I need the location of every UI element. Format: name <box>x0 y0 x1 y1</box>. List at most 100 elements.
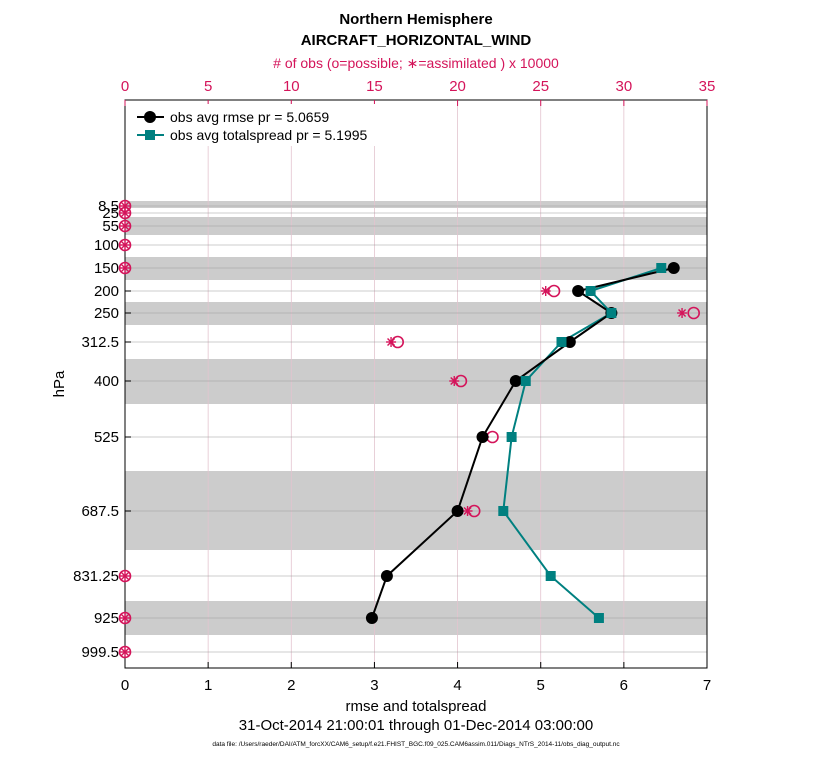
y-tick-label: 25 <box>102 205 119 222</box>
obs-assimilated-marker <box>449 376 460 386</box>
y-tick-label: 525 <box>94 429 119 446</box>
top-x-tick-label: 15 <box>366 78 383 95</box>
totalspread-point <box>506 432 517 442</box>
axes-box <box>124 99 708 669</box>
asterisk-stroke <box>120 647 130 657</box>
rmse-point <box>365 612 378 624</box>
obs-possible-marker <box>687 306 700 320</box>
asterisk-stroke <box>120 263 130 273</box>
top-x-tick-label: 20 <box>449 78 466 95</box>
x-axis-label: rmse and totalspread <box>346 698 487 715</box>
totalspread-point <box>556 337 567 347</box>
x-tick-label: 6 <box>620 677 628 694</box>
rmse-point <box>451 505 464 517</box>
legend: obs avg rmse pr = 5.0659 obs avg totalsp… <box>130 104 378 146</box>
totalspread-point <box>593 613 604 623</box>
y-tick-label: 150 <box>94 260 119 277</box>
totalspread-point <box>520 376 531 386</box>
obs-assimilated-marker <box>120 571 130 581</box>
asterisk-stroke <box>541 286 550 296</box>
top-x-tick-label: 30 <box>616 78 633 95</box>
obs-possible-marker <box>118 261 132 275</box>
y-tick-label: 312.5 <box>81 334 119 351</box>
rmse-point <box>572 285 585 297</box>
obs-assimilated-marker <box>462 506 473 516</box>
asterisk-stroke <box>120 240 130 250</box>
asterisk-stroke <box>120 201 130 211</box>
asterisk-stroke <box>450 376 459 386</box>
obs-assimilated-marker <box>120 208 130 218</box>
legend-spread-label: obs avg totalspread pr = 5.1995 <box>170 127 368 143</box>
obs-assimilated-marker <box>386 337 397 347</box>
x-tick-label: 2 <box>287 677 295 694</box>
level-band <box>125 201 707 208</box>
legend-rmse-marker <box>144 111 156 123</box>
totalspread-point <box>545 571 556 581</box>
asterisk-stroke <box>463 506 472 516</box>
x-tick-label: 1 <box>204 677 212 694</box>
rmse-point <box>667 262 680 274</box>
obs-assimilated-marker <box>677 308 688 318</box>
rmse-point <box>563 336 576 348</box>
rmse-point <box>476 431 489 443</box>
top-axis-label: # of obs (o=possible; ∗=assimilated ) x … <box>273 55 559 71</box>
rmse-point <box>380 570 393 582</box>
x-tick-label: 0 <box>121 677 129 694</box>
totalspread-point <box>585 286 596 296</box>
obs-assimilated-marker <box>120 221 130 231</box>
y-tick-label: 400 <box>94 373 119 390</box>
level-band <box>125 471 707 550</box>
date-range: 31-Oct-2014 21:00:01 through 01-Dec-2014… <box>239 717 593 734</box>
totalspread-point <box>606 308 617 318</box>
y-axis-label: hPa <box>51 370 68 397</box>
asterisk-stroke <box>120 208 130 218</box>
legend-rmse-label: obs avg rmse pr = 5.0659 <box>170 109 329 125</box>
obs-assimilated-marker <box>540 286 551 296</box>
y-tick-label: 8.5 <box>98 198 119 215</box>
asterisk-stroke <box>120 571 130 581</box>
totalspread-point <box>656 263 667 273</box>
asterisk-stroke <box>387 337 396 347</box>
y-tick-label: 100 <box>94 237 119 254</box>
chart-title: Northern Hemisphere <box>339 11 492 28</box>
y-tick-label: 925 <box>94 610 119 627</box>
series-layer <box>365 262 680 624</box>
level-bands <box>125 201 707 635</box>
asterisk-stroke <box>678 308 687 318</box>
obs-assimilated-marker <box>120 647 130 657</box>
obs-assimilated-marker <box>120 201 130 211</box>
y-tick-label: 200 <box>94 283 119 300</box>
x-tick-label: 4 <box>453 677 461 694</box>
asterisk-stroke <box>120 613 130 623</box>
obs-possible-marker <box>118 645 132 659</box>
x-tick-label: 3 <box>370 677 378 694</box>
obs-possible-marker <box>118 569 132 583</box>
obs-assimilated-marker <box>120 240 130 250</box>
obs-possible-marker <box>118 238 132 252</box>
axis-ticks: 0 1 2 3 4 5 6 70 5 10 15 20 25 30 358.5255510015020025… <box>73 78 715 694</box>
totalspread-point <box>498 506 509 516</box>
x-tick-label: 5 <box>537 677 545 694</box>
chart-subtitle: AIRCRAFT_HORIZONTAL_WIND <box>301 32 532 49</box>
y-tick-label: 999.5 <box>81 644 119 661</box>
y-tick-label: 250 <box>94 305 119 322</box>
top-x-tick-label: 10 <box>283 78 300 95</box>
asterisk-stroke <box>120 221 130 231</box>
obs-possible-marker <box>118 219 132 233</box>
obs-possible-marker <box>118 611 132 625</box>
x-tick-label: 7 <box>703 677 711 694</box>
top-x-tick-label: 5 <box>204 78 212 95</box>
top-x-tick-label: 0 <box>121 78 129 95</box>
level-band <box>125 257 707 280</box>
y-tick-label: 687.5 <box>81 503 119 520</box>
obs-assimilated-marker <box>120 613 130 623</box>
rmse-point <box>509 375 522 387</box>
level-band <box>125 302 707 325</box>
footnote: data file: /Users/raeder/DAI/ATM_forcXX/… <box>212 741 620 748</box>
y-tick-label: 55 <box>102 218 119 235</box>
legend-spread-marker <box>145 130 155 140</box>
level-band <box>125 359 707 404</box>
top-x-tick-label: 25 <box>532 78 549 95</box>
legend-box <box>130 104 378 146</box>
